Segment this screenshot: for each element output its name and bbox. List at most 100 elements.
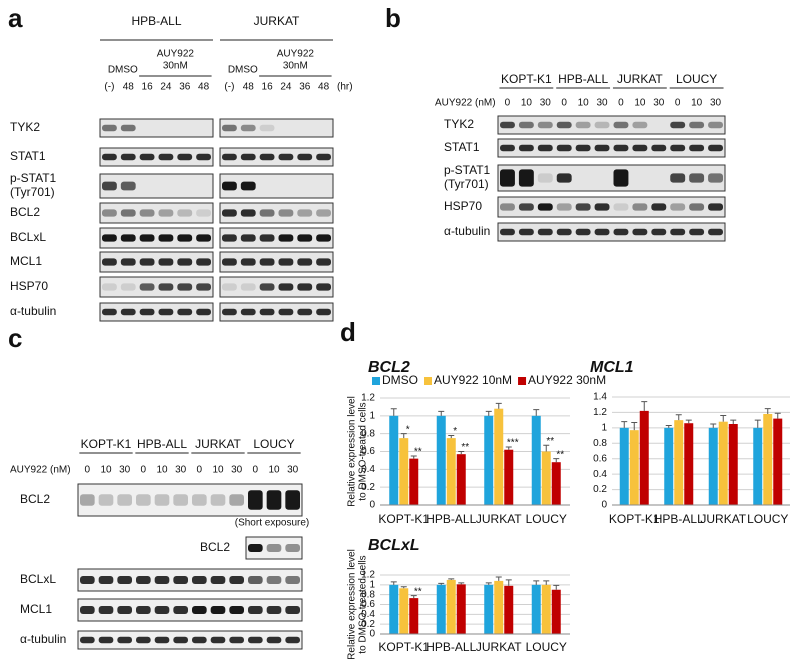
band — [210, 606, 226, 614]
band — [248, 544, 263, 552]
row-label: BCL2 — [10, 205, 40, 219]
row-label: BCLxL — [10, 230, 46, 244]
band — [154, 636, 170, 644]
lane-label: 24 — [280, 82, 292, 93]
band — [102, 283, 117, 291]
band — [613, 169, 629, 187]
group-label: KOPT-K1 — [501, 72, 552, 86]
y-tick-label: 1.2 — [361, 393, 375, 404]
band — [102, 181, 117, 191]
band — [192, 494, 207, 506]
lane-label: 10 — [268, 465, 280, 476]
error-bar — [448, 434, 455, 439]
blot-box — [497, 138, 726, 158]
bar — [674, 420, 684, 505]
treatment: 30nM — [283, 61, 308, 72]
lane-label: 0 — [675, 98, 681, 109]
y-tick-label: 0.2 — [593, 484, 607, 495]
band — [139, 209, 155, 217]
blot-box — [219, 118, 334, 138]
lane-label: 0 — [505, 98, 511, 109]
lane-label: 30 — [596, 98, 608, 109]
error-bar — [553, 458, 560, 463]
band — [670, 121, 686, 129]
lane-label: 0 — [197, 465, 203, 476]
band — [670, 228, 686, 236]
legend-label: DMSO — [382, 373, 418, 387]
band — [120, 258, 136, 266]
band — [670, 203, 686, 211]
band — [240, 181, 256, 191]
band — [594, 144, 610, 152]
significance: ** — [546, 436, 554, 447]
legend-swatch — [424, 377, 432, 385]
band — [556, 144, 572, 152]
legend-label: AUY922 10nM — [434, 373, 512, 387]
x-tick-label: LOUCY — [747, 512, 788, 526]
band — [556, 228, 572, 236]
bar — [409, 458, 419, 505]
band — [222, 283, 237, 291]
y-tick-label: 0.6 — [361, 599, 375, 610]
band — [158, 258, 174, 266]
band — [117, 636, 132, 644]
row-label: p-STAT1 — [10, 171, 57, 185]
band — [518, 228, 534, 236]
band — [689, 173, 705, 183]
dose-label: AUY922 (nM) — [435, 98, 496, 109]
significance: * — [453, 426, 457, 437]
lane-label: 48 — [318, 82, 330, 93]
band — [222, 234, 237, 242]
error-bar — [458, 582, 465, 585]
band — [120, 124, 136, 132]
lane-label: 10 — [578, 98, 590, 109]
error-bar — [631, 421, 638, 431]
band — [278, 283, 294, 291]
bar — [619, 427, 629, 505]
lane-label: 36 — [299, 82, 311, 93]
band — [278, 209, 294, 217]
band — [158, 209, 174, 217]
band — [192, 576, 207, 584]
band — [240, 258, 256, 266]
band — [240, 234, 256, 242]
blot-box — [219, 147, 334, 167]
error-bar — [410, 455, 417, 459]
band — [259, 283, 275, 291]
band — [651, 203, 667, 211]
bar — [446, 579, 456, 634]
band — [120, 308, 136, 316]
band — [120, 181, 136, 191]
band — [575, 228, 591, 236]
blot-box — [245, 536, 303, 560]
significance: ** — [414, 447, 422, 458]
lane-label: 0 — [85, 465, 91, 476]
band — [278, 308, 294, 316]
bar — [504, 585, 514, 634]
error-bar — [390, 408, 397, 416]
band — [285, 490, 300, 510]
band — [537, 144, 553, 152]
band — [80, 606, 95, 614]
x-tick-label: HPB-ALL — [426, 640, 476, 654]
lane-label: 0 — [561, 98, 567, 109]
band — [80, 576, 95, 584]
band — [632, 228, 648, 236]
y-tick-label: 0.6 — [361, 446, 375, 457]
blot-box — [497, 164, 726, 192]
bar — [684, 423, 694, 505]
error-bar — [438, 410, 445, 416]
band — [297, 283, 313, 291]
bar — [456, 454, 466, 505]
band — [158, 153, 174, 161]
band — [575, 121, 591, 129]
row-label: HSP70 — [444, 199, 482, 213]
lane-label: 10 — [212, 465, 224, 476]
legend-label: AUY922 30nM — [528, 373, 606, 387]
x-tick-label: KOPT-K1 — [378, 512, 429, 526]
bar — [446, 438, 456, 505]
band — [139, 283, 155, 291]
band — [278, 234, 294, 242]
panel-label: d — [340, 317, 356, 347]
band — [248, 606, 263, 614]
